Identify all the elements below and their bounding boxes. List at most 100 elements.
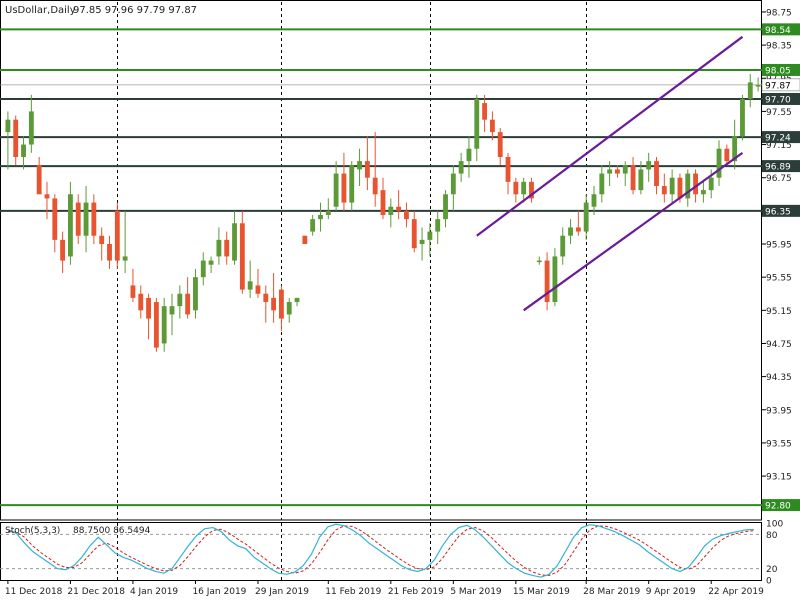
price-tick-label: 98.35 bbox=[766, 42, 792, 52]
candle-bear bbox=[52, 198, 58, 240]
candle-bull bbox=[474, 98, 480, 149]
candle-bull bbox=[68, 194, 73, 257]
price-tick-label: 94.35 bbox=[766, 373, 792, 383]
candle-bear bbox=[513, 181, 519, 195]
time-tick-label: 22 Apr 2019 bbox=[708, 587, 764, 597]
candle-bear bbox=[153, 302, 159, 348]
candle-bear bbox=[13, 119, 19, 157]
time-tick-label: 21 Feb 2019 bbox=[388, 587, 444, 597]
candle-bear bbox=[146, 297, 151, 319]
candle-bear bbox=[677, 177, 683, 199]
candle-bear bbox=[130, 285, 136, 298]
candle-bull bbox=[583, 202, 589, 232]
candle-bull bbox=[427, 231, 433, 240]
current-price-box bbox=[761, 78, 800, 92]
level-label: 97.70 bbox=[765, 95, 791, 105]
time-tick-label: 21 Dec 2018 bbox=[67, 587, 125, 597]
level-label-box bbox=[762, 23, 800, 36]
candle-bull bbox=[435, 219, 441, 232]
candle-bear bbox=[91, 202, 97, 236]
stoch-tick-label: 80 bbox=[766, 531, 778, 541]
candle-bull bbox=[83, 202, 89, 236]
candle-bear bbox=[661, 185, 667, 195]
candle-bull bbox=[28, 111, 34, 145]
time-tick-label: 29 Jan 2019 bbox=[255, 587, 309, 597]
time-tick-label: 4 Jan 2019 bbox=[130, 587, 178, 597]
channel-line bbox=[476, 35, 744, 237]
price-tick-label: 98.75 bbox=[766, 8, 792, 18]
candle-bull bbox=[708, 177, 714, 191]
candle-bear bbox=[489, 119, 495, 133]
candle-bear bbox=[497, 132, 503, 157]
stoch-values: 88.7500 86.5494 bbox=[73, 526, 151, 536]
axis-layer: 98.7598.3597.9597.5597.1596.7596.3595.95… bbox=[5, 8, 792, 597]
stoch-tick-label: 20 bbox=[766, 565, 778, 575]
candle-bear bbox=[630, 165, 636, 191]
price-tick-label: 95.55 bbox=[766, 274, 792, 284]
candle-bull bbox=[169, 306, 175, 315]
candle-bear bbox=[107, 244, 112, 261]
level-label-box bbox=[762, 63, 800, 76]
candle-bull bbox=[638, 169, 644, 191]
candle-bull bbox=[700, 190, 706, 195]
candle-bull bbox=[232, 223, 237, 261]
level-label-box bbox=[762, 499, 800, 512]
candle-bear bbox=[341, 173, 347, 203]
candle-bull bbox=[466, 148, 472, 162]
candle-bull bbox=[216, 239, 222, 257]
candle-bull bbox=[591, 194, 597, 207]
stochastic-layer bbox=[0, 523, 762, 578]
time-tick-label: 5 Mar 2019 bbox=[450, 587, 502, 597]
candle-bull bbox=[568, 227, 573, 236]
candle-bull bbox=[755, 84, 761, 87]
candle-bull bbox=[325, 210, 331, 216]
candle-bull bbox=[740, 98, 745, 137]
price-tick-label: 93.95 bbox=[766, 406, 792, 416]
candle-bull bbox=[552, 256, 558, 303]
current-price-label: 97.87 bbox=[765, 81, 791, 91]
candle-bull bbox=[200, 260, 206, 278]
price-tick-label: 93.55 bbox=[766, 439, 792, 449]
candle-bull bbox=[669, 177, 675, 195]
price-tick-label: 93.15 bbox=[766, 473, 792, 483]
level-label-box bbox=[762, 204, 800, 217]
candle-bull bbox=[21, 144, 26, 157]
candle-bull bbox=[310, 219, 316, 232]
candle-bull bbox=[419, 239, 425, 245]
time-tick-label: 16 Jan 2019 bbox=[192, 587, 246, 597]
candle-bear bbox=[575, 227, 581, 232]
level-label: 92.80 bbox=[765, 502, 791, 512]
stoch-signal-line bbox=[8, 525, 754, 576]
candle-bear bbox=[724, 148, 730, 162]
candle-bull bbox=[536, 260, 542, 263]
candle-bear bbox=[544, 260, 550, 303]
candle-bull bbox=[349, 165, 355, 203]
time-tick-label: 28 Mar 2019 bbox=[583, 587, 640, 597]
candle-bull bbox=[685, 173, 691, 199]
candle-bull bbox=[450, 173, 456, 195]
candle-bull bbox=[458, 161, 464, 174]
candle-bull bbox=[732, 136, 738, 162]
candle-bear bbox=[411, 219, 417, 249]
channel-layer bbox=[476, 35, 744, 312]
candle-bear bbox=[302, 235, 308, 245]
level-label: 98.54 bbox=[765, 26, 791, 36]
candle-bear bbox=[482, 103, 488, 120]
candle-bear bbox=[114, 210, 120, 261]
price-tick-label: 95.95 bbox=[766, 241, 792, 251]
candle-bull bbox=[294, 297, 300, 303]
candle-bear bbox=[380, 190, 386, 216]
stoch-pane-border bbox=[0, 522, 762, 581]
candle-bear bbox=[263, 293, 269, 303]
candle-bull bbox=[357, 161, 362, 170]
chart-symbol-label: UsDollar,Daily bbox=[5, 5, 76, 16]
candle-bull bbox=[177, 293, 183, 307]
candle-bull bbox=[208, 260, 214, 265]
candle-bear bbox=[693, 173, 698, 195]
price-tick-label: 97.15 bbox=[766, 141, 792, 151]
candle-bear bbox=[654, 161, 659, 186]
candle-bull bbox=[161, 306, 167, 344]
candle-layer bbox=[5, 74, 761, 352]
price-tick-label: 94.75 bbox=[766, 340, 792, 350]
